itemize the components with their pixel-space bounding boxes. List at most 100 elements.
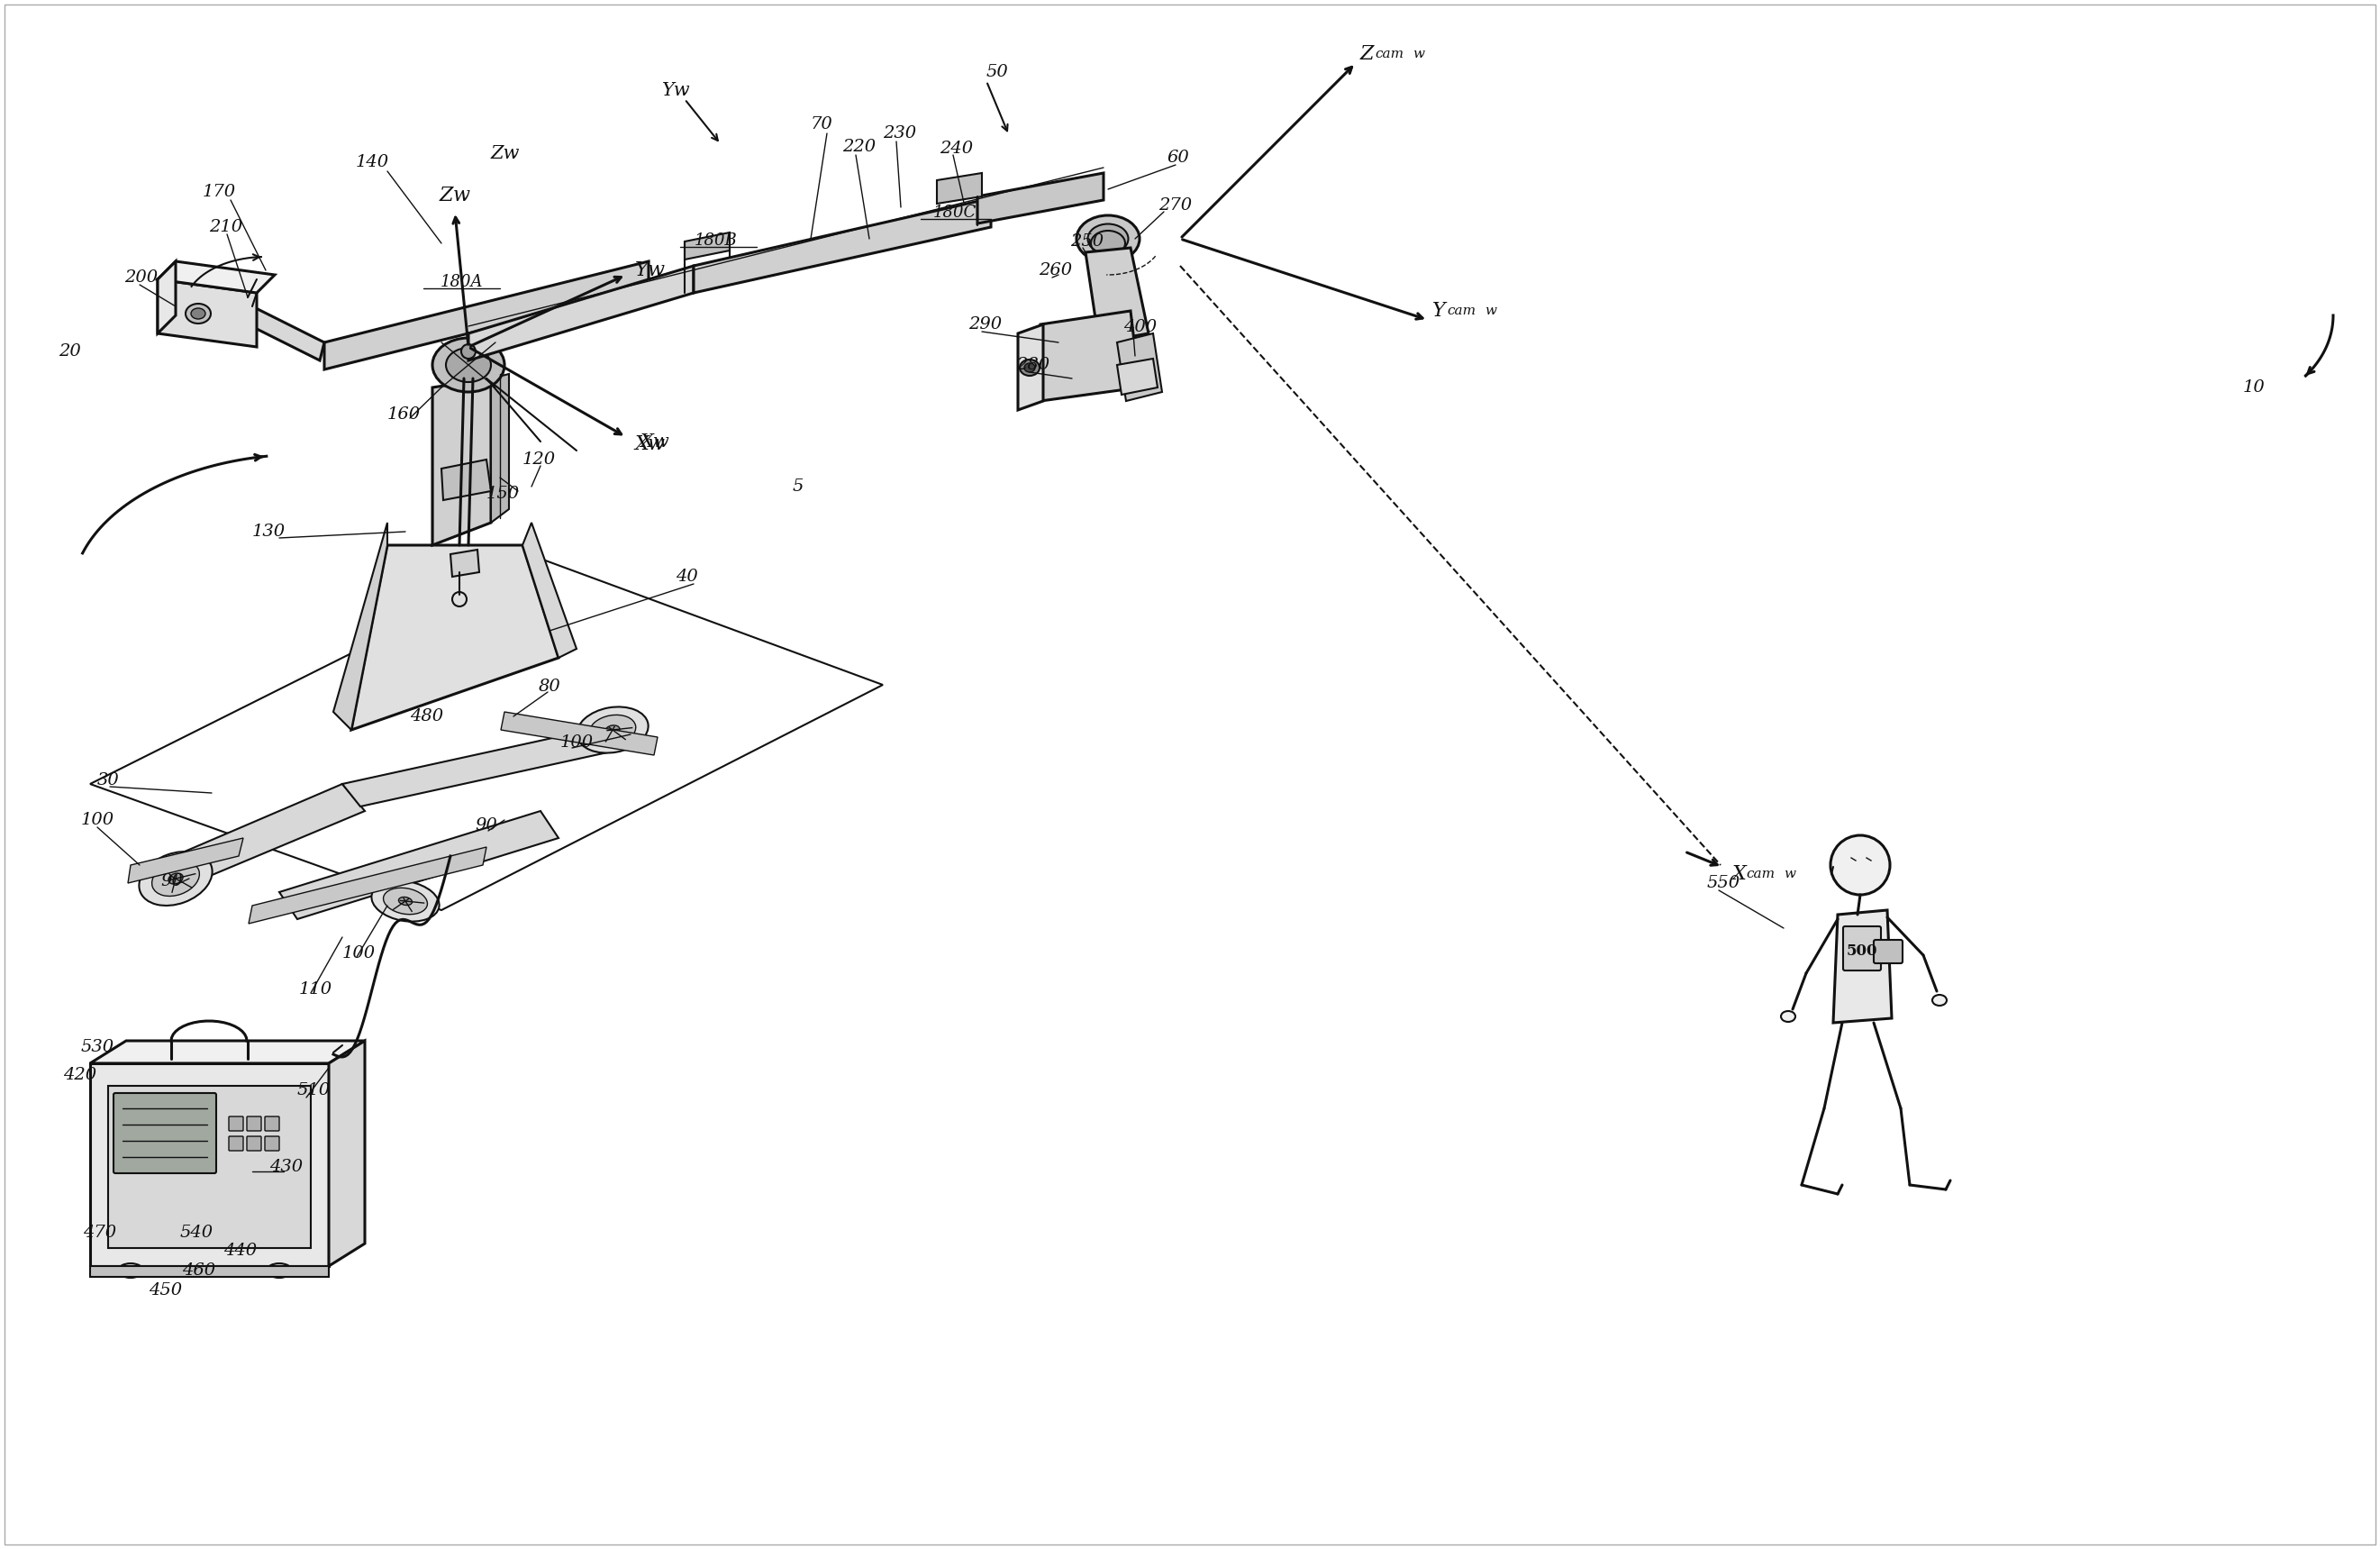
Polygon shape [157, 262, 176, 333]
Text: 550: 550 [1706, 875, 1740, 891]
Ellipse shape [433, 338, 505, 392]
Text: Y: Y [1433, 301, 1445, 321]
Polygon shape [1833, 911, 1892, 1022]
Polygon shape [129, 838, 243, 883]
Polygon shape [1116, 333, 1161, 401]
Text: cam: cam [1447, 305, 1476, 318]
Text: 10: 10 [2242, 380, 2266, 395]
Text: 180B: 180B [695, 232, 738, 249]
Text: 100: 100 [559, 734, 593, 751]
Polygon shape [157, 279, 257, 347]
Text: Z: Z [1361, 45, 1373, 64]
Polygon shape [1040, 311, 1140, 401]
Ellipse shape [590, 716, 635, 745]
Text: 470: 470 [83, 1225, 117, 1241]
Text: 90: 90 [474, 818, 497, 833]
Polygon shape [343, 720, 650, 807]
Ellipse shape [267, 1264, 293, 1278]
FancyBboxPatch shape [264, 1117, 278, 1131]
Polygon shape [440, 460, 490, 500]
Polygon shape [278, 812, 559, 919]
Text: 450: 450 [148, 1283, 183, 1298]
Ellipse shape [576, 706, 647, 753]
Polygon shape [693, 198, 990, 293]
Text: 150: 150 [486, 486, 519, 502]
Polygon shape [1085, 248, 1150, 342]
Text: 30: 30 [98, 773, 119, 788]
Polygon shape [333, 522, 388, 730]
Polygon shape [938, 173, 983, 203]
Text: 480: 480 [409, 708, 443, 725]
Polygon shape [248, 847, 486, 923]
Polygon shape [90, 1063, 328, 1266]
Ellipse shape [383, 888, 428, 914]
Ellipse shape [169, 874, 183, 884]
Ellipse shape [1088, 225, 1128, 254]
Ellipse shape [1023, 362, 1035, 372]
Text: 130: 130 [252, 524, 286, 539]
Text: 220: 220 [843, 139, 876, 155]
Polygon shape [107, 1086, 312, 1248]
Text: Z: Z [438, 186, 452, 206]
FancyBboxPatch shape [1842, 926, 1880, 971]
Text: 120: 120 [524, 451, 557, 468]
Polygon shape [524, 522, 576, 658]
Text: 110: 110 [300, 982, 333, 998]
Text: 400: 400 [1123, 319, 1157, 335]
Text: 200: 200 [124, 270, 157, 285]
Polygon shape [352, 545, 559, 730]
Text: 430: 430 [269, 1159, 302, 1176]
FancyBboxPatch shape [114, 1094, 217, 1173]
Ellipse shape [605, 725, 619, 734]
Text: 460: 460 [181, 1262, 217, 1278]
FancyBboxPatch shape [248, 1137, 262, 1151]
Ellipse shape [1019, 359, 1040, 376]
Text: 230: 230 [883, 125, 916, 141]
Text: w: w [1485, 305, 1497, 318]
Text: 20: 20 [60, 344, 81, 359]
Polygon shape [1019, 324, 1042, 410]
Ellipse shape [1076, 215, 1140, 262]
Polygon shape [324, 262, 650, 370]
Ellipse shape [371, 881, 440, 922]
Text: 270: 270 [1159, 197, 1192, 214]
Ellipse shape [126, 1269, 133, 1273]
Polygon shape [469, 266, 693, 361]
Text: 5: 5 [793, 479, 804, 494]
FancyBboxPatch shape [264, 1137, 278, 1151]
Text: 100: 100 [343, 945, 376, 962]
Ellipse shape [152, 861, 200, 897]
Text: X: X [1730, 864, 1745, 884]
FancyBboxPatch shape [228, 1137, 243, 1151]
Text: 420: 420 [62, 1067, 98, 1083]
Polygon shape [433, 378, 490, 545]
Polygon shape [500, 713, 657, 754]
Text: 280: 280 [1016, 356, 1050, 373]
Text: 440: 440 [224, 1242, 257, 1259]
Ellipse shape [1933, 994, 1947, 1005]
Circle shape [1830, 835, 1890, 895]
Ellipse shape [1780, 1011, 1795, 1022]
Polygon shape [248, 307, 324, 361]
Polygon shape [157, 262, 274, 293]
Text: 60: 60 [1166, 150, 1190, 166]
Text: 40: 40 [676, 568, 697, 586]
Text: 170: 170 [202, 184, 236, 200]
Text: w: w [1411, 48, 1423, 60]
Text: 90: 90 [159, 874, 183, 889]
Text: 290: 290 [969, 316, 1002, 333]
Text: w: w [452, 186, 469, 206]
Text: Zw: Zw [490, 144, 521, 161]
Text: 250: 250 [1071, 234, 1104, 249]
Text: Y: Y [635, 260, 647, 280]
Text: w: w [1783, 867, 1795, 880]
Polygon shape [328, 1041, 364, 1266]
Ellipse shape [186, 304, 212, 324]
FancyBboxPatch shape [1873, 940, 1902, 963]
Text: 180C: 180C [933, 204, 976, 222]
Text: Xw: Xw [640, 434, 669, 451]
Polygon shape [978, 173, 1104, 223]
Text: 240: 240 [940, 141, 973, 156]
Circle shape [462, 344, 476, 359]
Text: Yw: Yw [662, 82, 690, 99]
